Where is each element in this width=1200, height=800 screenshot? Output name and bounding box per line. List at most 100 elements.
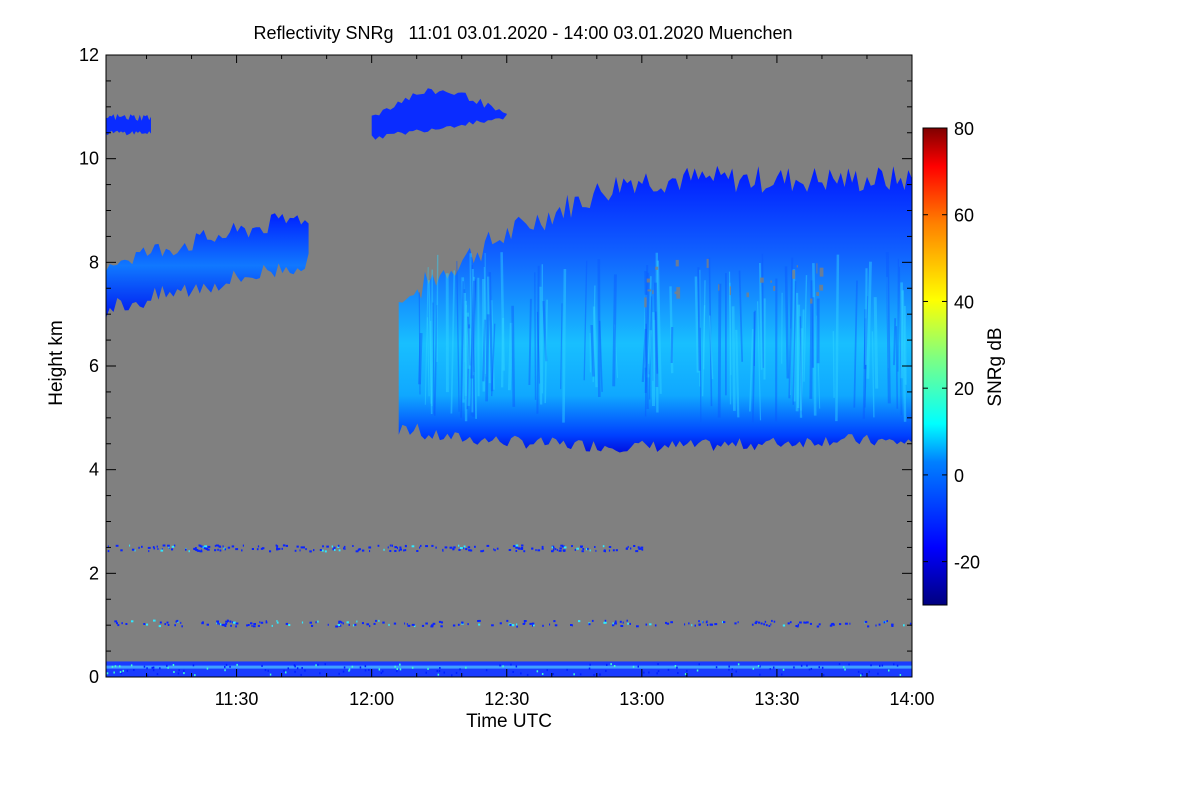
speckle-dot (542, 624, 544, 627)
speckle-dot (300, 546, 304, 549)
speckle-dot (763, 623, 766, 626)
clutter-dot (319, 672, 321, 675)
fall-streak (485, 314, 490, 402)
speckle-dot (168, 546, 170, 549)
speckle-dot (366, 623, 370, 626)
speckle-dot (131, 620, 134, 623)
fall-streak (482, 319, 487, 382)
speckle-dot (344, 547, 346, 550)
speckle-dot (406, 623, 408, 626)
speckle-dot (829, 624, 833, 627)
speckle-dot (875, 624, 877, 627)
fall-streak (461, 277, 467, 397)
speckle-dot (230, 624, 232, 627)
clutter-dot (643, 671, 645, 674)
speckle-dot (831, 622, 835, 625)
speckle-dot (346, 621, 349, 624)
speckle-dot (340, 621, 343, 624)
fall-streak (490, 300, 495, 390)
clutter-dot (315, 664, 317, 667)
speckle-dot (452, 548, 454, 551)
clutter-dot (605, 669, 607, 672)
speckle-dot (499, 622, 502, 625)
clutter-dot (684, 673, 687, 676)
clutter-dot (782, 668, 785, 671)
speckle-dot (158, 625, 161, 628)
clutter-dot (552, 673, 554, 675)
speckle-dot (176, 619, 179, 622)
speckle-dot (313, 549, 315, 552)
clutter-dot (301, 667, 303, 669)
speckle-dot (468, 549, 471, 552)
speckle-dot (204, 547, 207, 550)
speckle-dot (773, 620, 776, 623)
clutter-dot (546, 669, 548, 672)
clutter-dot (119, 665, 121, 668)
speckle-dot (219, 623, 222, 626)
fall-streak (467, 328, 471, 369)
speckle-dot (493, 548, 495, 551)
fall-streak (470, 280, 476, 379)
fall-streak (796, 292, 800, 409)
gap-speckle (655, 266, 659, 270)
clutter-dot (183, 669, 185, 672)
fall-streak (899, 266, 902, 416)
clutter-dot (130, 664, 133, 667)
speckle-dot (684, 623, 686, 626)
gap-speckle (675, 259, 679, 267)
speckle-dot (438, 620, 442, 623)
gap-speckle (810, 298, 813, 304)
fall-streak (895, 326, 899, 409)
clutter-dot (122, 669, 124, 672)
speckle-dot (903, 624, 905, 627)
clutter-dot (870, 664, 872, 667)
fall-streak (434, 304, 438, 416)
clutter-dot (769, 668, 771, 671)
clutter-dot (606, 663, 608, 666)
clutter-dot (380, 672, 383, 675)
clutter-dot (146, 674, 149, 677)
clutter-dot (317, 663, 319, 666)
speckle-dot (276, 620, 278, 622)
speckle-dot (337, 624, 341, 626)
speckle-dot (125, 623, 128, 625)
fall-streak (432, 302, 435, 415)
fall-streak (539, 286, 543, 405)
clutter-dot (364, 669, 367, 672)
speckle-dot (393, 622, 397, 625)
speckle-dot (768, 625, 771, 627)
speckle-dot (146, 623, 149, 626)
speckle-dot (615, 549, 618, 552)
speckle-dot (294, 549, 297, 552)
speckle-dot (425, 622, 428, 625)
fall-streak (885, 252, 891, 404)
speckle-dot (206, 548, 208, 551)
speckle-dot (531, 622, 535, 625)
speckle-dot (327, 623, 329, 626)
feature-cirrus-upper (371, 88, 507, 140)
clutter-dot (224, 669, 226, 672)
speckle-dot (635, 550, 639, 553)
speckle-dot (620, 625, 624, 627)
speckle-dot (131, 548, 135, 551)
speckle-dot (760, 622, 763, 625)
fall-streak (500, 317, 505, 388)
fall-streak (863, 309, 867, 370)
speckle-dot (166, 621, 169, 624)
speckle-dot (702, 621, 704, 624)
speckle-dot (706, 620, 708, 623)
speckle-dot (373, 622, 376, 625)
speckle-dot (147, 546, 151, 549)
fall-streak (731, 306, 736, 411)
speckle-dot (537, 549, 541, 552)
fall-streak (751, 310, 756, 423)
clutter-dot (844, 668, 846, 671)
gap-speckle (706, 258, 709, 268)
fall-streak (697, 267, 701, 371)
speckle-dot (496, 547, 499, 550)
speckle-dot (117, 624, 120, 627)
fall-streak (428, 280, 433, 415)
speckle-dot (619, 620, 622, 623)
speckle-dot (265, 620, 267, 623)
speckle-dot (223, 623, 226, 626)
